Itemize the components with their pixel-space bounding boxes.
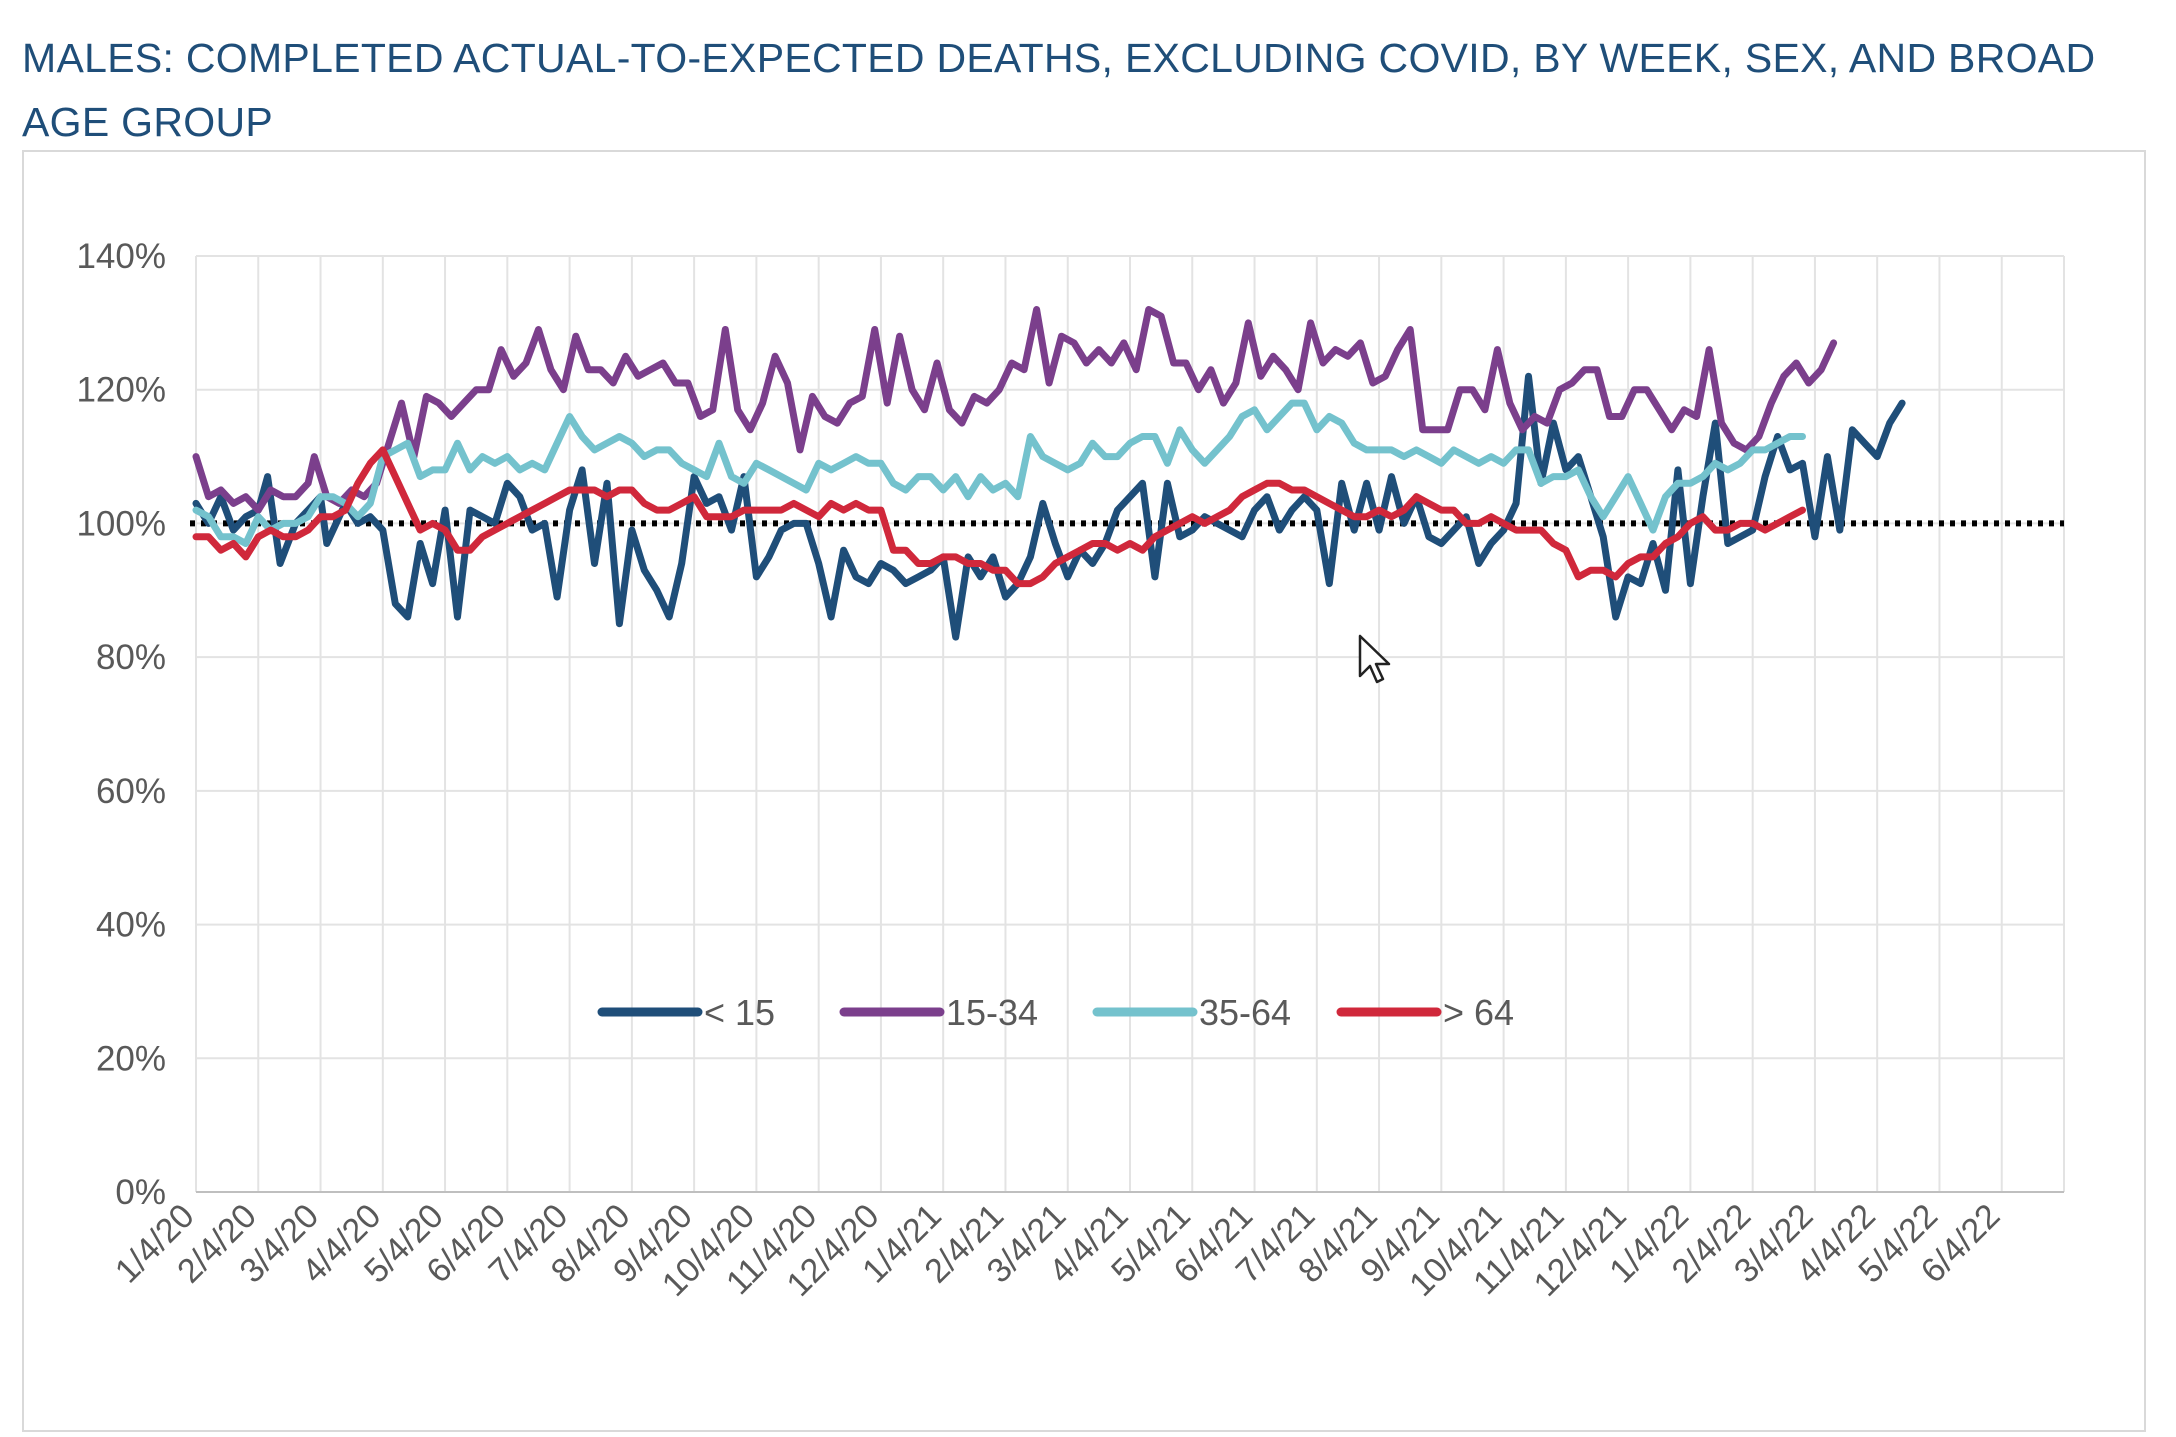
y-tick-label: 80% bbox=[96, 638, 166, 677]
y-tick-label: 0% bbox=[115, 1173, 166, 1212]
series-line-0 bbox=[192, 372, 1906, 641]
mouse-cursor-icon bbox=[1358, 634, 1391, 684]
legend: < 15 15-34 35-64 > 64 bbox=[597, 992, 1514, 1033]
chart-title: MALES: COMPLETED ACTUAL-TO-EXPECTED DEAT… bbox=[22, 35, 2096, 145]
series-group bbox=[192, 306, 1906, 641]
x-axis-ticks: 1/4/202/4/203/4/204/4/205/4/206/4/207/4/… bbox=[108, 1197, 2007, 1304]
y-tick-label: 60% bbox=[96, 772, 166, 811]
chart-area: 0% 20% 40% 60% 80% 100% 120% 140% 1/4/20 2/4/20 3… bbox=[22, 150, 2146, 1432]
y-axis-ticks: 0% 20% 40% 60% 80% 100% 120% 140% bbox=[76, 237, 166, 1212]
legend-label-0: < 15 bbox=[704, 992, 775, 1033]
y-tick-label: 20% bbox=[96, 1039, 166, 1078]
y-tick-label: 100% bbox=[76, 504, 166, 543]
series-line-2 bbox=[192, 399, 1806, 547]
line-chart: 0% 20% 40% 60% 80% 100% 120% 140% 1/4/202/4/203… bbox=[76, 237, 2065, 1304]
y-tick-label: 140% bbox=[76, 237, 166, 276]
legend-label-2: 35-64 bbox=[1199, 992, 1291, 1033]
legend-label-3: > 64 bbox=[1443, 992, 1514, 1033]
series-line-3 bbox=[192, 446, 1806, 588]
legend-label-1: 15-34 bbox=[946, 992, 1038, 1033]
y-tick-label: 120% bbox=[76, 371, 166, 410]
gridlines bbox=[195, 255, 2065, 1193]
series-line-1 bbox=[192, 306, 1838, 514]
y-tick-label: 40% bbox=[96, 906, 166, 945]
